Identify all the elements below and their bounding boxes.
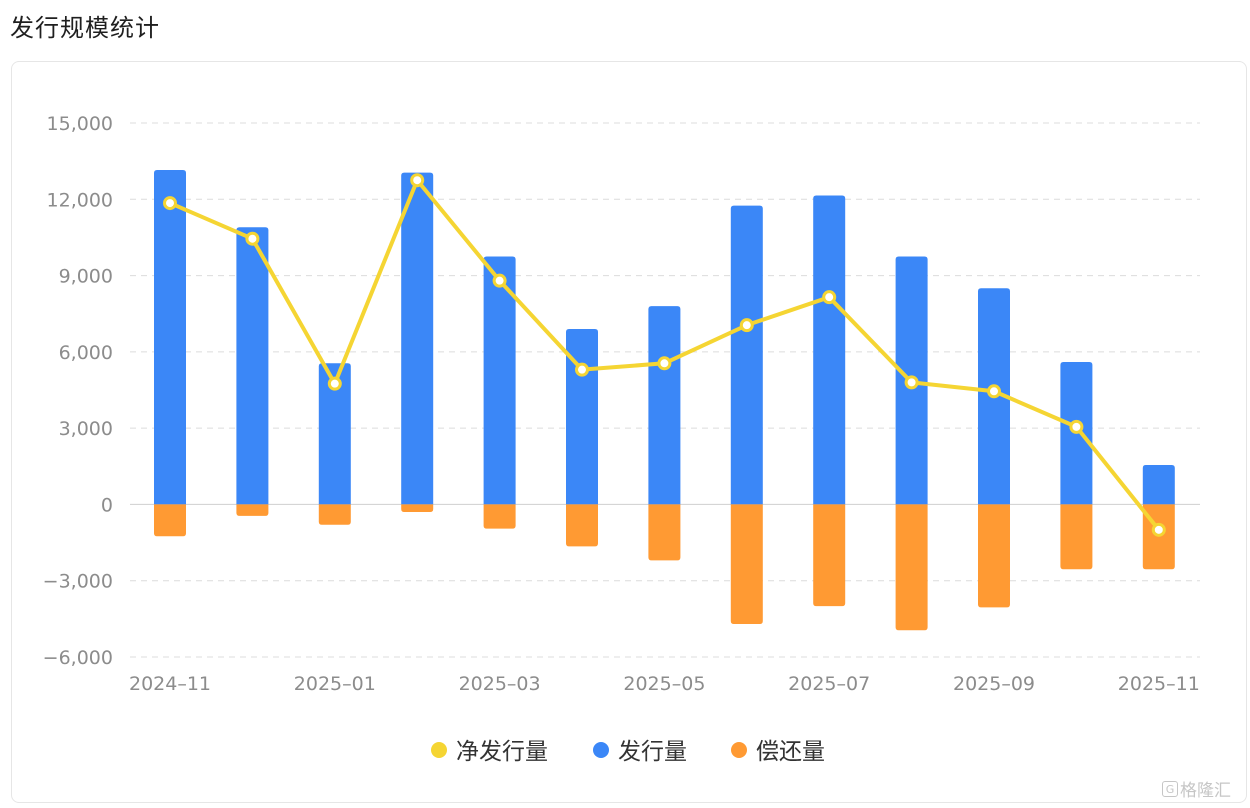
repayment-bar[interactable] bbox=[1060, 504, 1093, 570]
watermark: G 格隆汇 bbox=[1162, 776, 1231, 801]
y-tick-label: 9,000 bbox=[59, 266, 113, 288]
y-tick-label: 0 bbox=[101, 494, 113, 516]
chart-card bbox=[11, 61, 1247, 803]
x-axis-labels: 2024–11 2025–01 2025–03 2025–05 2025–07 2025–… bbox=[129, 673, 1200, 695]
repayment-bar[interactable] bbox=[236, 504, 269, 516]
repayment-bar[interactable] bbox=[566, 504, 598, 547]
repayment-bar[interactable] bbox=[648, 504, 681, 561]
x-tick-label: 2025–11 bbox=[1118, 673, 1200, 695]
net-issuance-point[interactable] bbox=[410, 173, 425, 188]
repayment-bar[interactable] bbox=[401, 504, 434, 513]
repayment-bar[interactable] bbox=[318, 504, 351, 525]
y-tick-label: 15,000 bbox=[47, 113, 113, 135]
y-tick-label: 6,000 bbox=[59, 342, 113, 364]
repayment-bar[interactable] bbox=[483, 504, 516, 529]
legend-label: 净发行量 bbox=[456, 739, 548, 765]
y-tick-label: −6,000 bbox=[43, 647, 113, 669]
issuance-bar[interactable] bbox=[401, 172, 434, 505]
net-issuance-point[interactable] bbox=[1151, 522, 1166, 537]
net-issuance-point[interactable] bbox=[575, 362, 589, 377]
x-tick-label: 2025–07 bbox=[788, 673, 870, 695]
net-issuance-point[interactable] bbox=[822, 290, 837, 305]
y-tick-label: −3,000 bbox=[43, 571, 113, 593]
issuance-bar[interactable] bbox=[154, 170, 186, 505]
y-tick-label: 3,000 bbox=[59, 418, 113, 440]
net-issuance-point[interactable] bbox=[987, 384, 1001, 399]
issuance-bar[interactable] bbox=[813, 195, 846, 505]
legend-item[interactable]: 偿还量 bbox=[731, 739, 825, 765]
legend-marker-icon bbox=[731, 742, 747, 758]
net-issuance-point[interactable] bbox=[904, 375, 919, 390]
issuance-bar[interactable] bbox=[730, 205, 763, 505]
repayment-bar[interactable] bbox=[813, 504, 846, 607]
issuance-bar[interactable] bbox=[648, 306, 681, 505]
page-title: 发行规模统计 bbox=[10, 14, 160, 42]
net-issuance-line bbox=[163, 173, 1166, 537]
legend: 净发行量 发行量 偿还量 bbox=[431, 739, 825, 765]
net-issuance-point[interactable] bbox=[657, 356, 672, 371]
legend-label: 偿还量 bbox=[756, 739, 825, 765]
issuance-bar[interactable] bbox=[483, 256, 516, 505]
net-issuance-point[interactable] bbox=[327, 376, 342, 391]
legend-item[interactable]: 净发行量 bbox=[431, 739, 548, 765]
legend-item[interactable]: 发行量 bbox=[593, 739, 687, 765]
net-issuance-point[interactable] bbox=[492, 273, 507, 288]
net-issuance-point[interactable] bbox=[739, 318, 754, 333]
repayment-bar[interactable] bbox=[730, 504, 763, 624]
net-issuance-point[interactable] bbox=[1069, 419, 1084, 434]
issuance-bar[interactable] bbox=[1142, 465, 1175, 505]
issuance-bar[interactable] bbox=[236, 227, 269, 505]
y-axis-labels: 15,000 12,000 9,000 6,000 3,000 0 −3,000 −6,000 bbox=[43, 113, 113, 669]
legend-marker-icon bbox=[593, 742, 609, 758]
x-tick-label: 2025–03 bbox=[459, 673, 541, 695]
net-issuance-point[interactable] bbox=[163, 196, 177, 211]
x-tick-label: 2025–05 bbox=[623, 673, 705, 695]
legend-label: 发行量 bbox=[618, 739, 687, 765]
repayment-bar[interactable] bbox=[978, 504, 1010, 608]
watermark-logo-icon: G bbox=[1162, 780, 1178, 797]
bars bbox=[154, 170, 1175, 631]
issuance-bar[interactable] bbox=[318, 363, 351, 505]
x-tick-label: 2024–11 bbox=[129, 673, 211, 695]
x-tick-label: 2025–09 bbox=[953, 673, 1035, 695]
net-issuance-point[interactable] bbox=[245, 231, 260, 246]
legend-marker-icon bbox=[431, 742, 447, 758]
repayment-bar[interactable] bbox=[895, 504, 928, 631]
repayment-bar[interactable] bbox=[154, 504, 186, 537]
x-tick-label: 2025–01 bbox=[294, 673, 376, 695]
issuance-bar[interactable] bbox=[566, 328, 598, 505]
watermark-text: 格隆汇 bbox=[1180, 781, 1231, 801]
y-tick-label: 12,000 bbox=[47, 189, 113, 211]
